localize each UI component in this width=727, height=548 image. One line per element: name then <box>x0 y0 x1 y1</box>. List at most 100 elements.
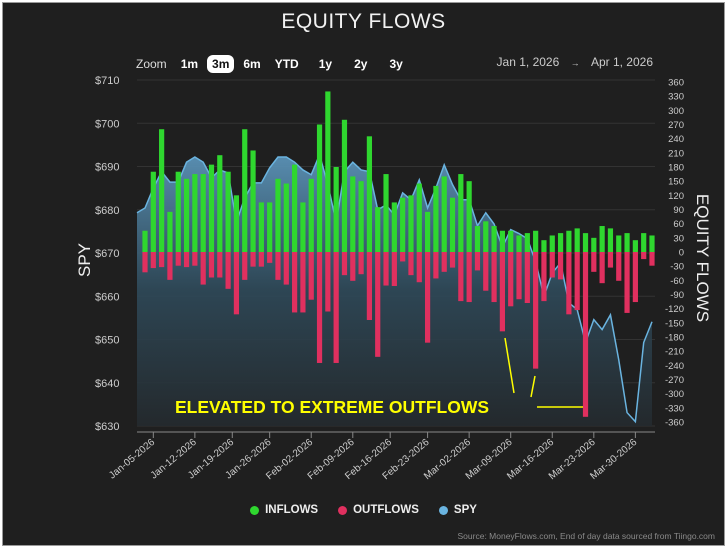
outflow-bar <box>400 252 406 262</box>
inflow-bar <box>416 183 422 252</box>
zoom-3y-button[interactable]: 3y <box>389 57 403 71</box>
inflow-bar <box>383 174 389 252</box>
outflow-bar <box>391 252 397 286</box>
inflow-bar <box>341 119 348 253</box>
legend-item-spy[interactable]: SPY <box>438 504 477 516</box>
outflow-bar <box>474 252 481 271</box>
outflow-bar <box>358 252 364 275</box>
inflow-bar <box>250 150 256 252</box>
annotation-line-1 <box>504 337 515 394</box>
inflow-bar <box>541 240 547 252</box>
right-tick-label: -270 <box>665 375 684 386</box>
inflow-bar <box>533 230 539 252</box>
inflow-bar <box>350 176 356 252</box>
outflow-bar <box>275 252 281 280</box>
range-end-input[interactable]: Apr 1, 2026 <box>590 55 653 69</box>
outflow-bar <box>167 252 173 280</box>
legend-item-inflows[interactable]: INFLOWS <box>250 504 318 516</box>
outflows-dot-icon <box>338 505 348 515</box>
outflow-bar <box>366 252 373 320</box>
outflow-bar <box>150 252 156 269</box>
right-tick-label: -210 <box>665 347 684 358</box>
outflow-bar <box>458 252 464 302</box>
zoom-1y-button[interactable]: 1y <box>318 57 333 71</box>
right-tick-label: -300 <box>665 389 684 400</box>
right-tick-label: -240 <box>665 361 684 372</box>
outflow-bar <box>383 252 389 286</box>
outflow-bar <box>341 252 348 276</box>
arrow-right-icon: → <box>570 58 580 68</box>
outflow-bar <box>283 252 289 285</box>
inflow-bar <box>275 178 281 252</box>
inflow-bar <box>566 230 572 252</box>
outflow-bar <box>208 252 215 278</box>
legend-item-outflows[interactable]: OUTFLOWS <box>338 504 419 516</box>
annotation-line-2 <box>530 375 536 398</box>
left-tick-label: $660 <box>95 291 119 303</box>
outflow-bar <box>641 252 647 260</box>
inflow-bar <box>142 230 148 252</box>
outflow-bar <box>350 252 356 281</box>
left-tick-label: $640 <box>95 378 119 390</box>
outflow-bar <box>566 252 572 315</box>
outflow-bar <box>325 252 331 312</box>
outflow-bar <box>183 252 190 268</box>
inflow-bar <box>150 171 156 252</box>
inflow-bar <box>325 91 331 252</box>
outflow-bar <box>466 252 472 303</box>
zoom-1m-button[interactable]: 1m <box>180 57 199 71</box>
inflow-bar <box>391 202 397 252</box>
zoom-6m-button[interactable]: 6m <box>243 57 261 71</box>
inflow-bar <box>308 178 314 252</box>
inflow-bar <box>283 183 289 252</box>
inflow-bar <box>641 233 647 252</box>
inflow-bar <box>316 124 323 252</box>
zoom-3m-button[interactable]: 3m <box>207 55 235 73</box>
inflow-bar <box>599 226 605 252</box>
outflow-bar <box>524 252 530 303</box>
right-axis-title: EQUITY FLOWS <box>693 193 712 323</box>
chart-title: EQUITY FLOWS <box>281 10 446 33</box>
inflow-bar <box>183 178 190 252</box>
outflow-bar <box>607 252 614 268</box>
right-tick-label: 60 <box>673 219 684 230</box>
inflow-bar <box>491 226 497 252</box>
inflow-bar <box>192 174 198 252</box>
right-tick-label: 210 <box>668 148 684 159</box>
zoom-2y-button[interactable]: 2y <box>354 57 368 71</box>
right-tick-label: 30 <box>673 233 684 244</box>
outflow-bar <box>499 252 505 332</box>
inflow-bar <box>358 181 364 252</box>
outflow-bar <box>267 252 273 263</box>
inflow-bar <box>225 171 231 252</box>
right-tick-label: -150 <box>665 318 684 329</box>
inflow-bar <box>175 171 181 252</box>
zoom-ytd-button[interactable]: YTD <box>274 57 299 71</box>
outflow-bar <box>582 252 589 417</box>
outflow-bar <box>649 252 655 266</box>
outflow-bar <box>424 252 431 343</box>
source-note: Source: MoneyFlows.com, End of day data … <box>457 531 715 541</box>
outflow-bar <box>483 252 489 291</box>
legend-label-outflows: OUTFLOWS <box>353 504 419 516</box>
outflow-bar <box>250 252 256 267</box>
right-tick-label: 90 <box>673 205 684 216</box>
left-axis-title: SPY <box>75 242 95 278</box>
range-start-input[interactable]: Jan 1, 2026 <box>496 55 560 69</box>
inflow-bar <box>233 195 240 252</box>
outflow-bar <box>516 252 522 300</box>
inflow-bar <box>242 129 248 252</box>
outflow-bar <box>416 252 422 283</box>
right-tick-label: 240 <box>668 134 684 145</box>
date-range: Jan 1, 2026 → Apr 1, 2026 <box>489 55 653 69</box>
inflow-bar <box>433 185 439 252</box>
inflow-bar <box>400 197 406 252</box>
spy-dot-icon <box>438 505 448 515</box>
outflow-bar <box>258 252 264 267</box>
inflow-bar <box>549 235 555 252</box>
left-tick-label: $710 <box>95 75 119 87</box>
inflow-bar <box>557 233 564 252</box>
inflow-bar <box>524 233 530 252</box>
inflow-bar <box>483 221 489 252</box>
